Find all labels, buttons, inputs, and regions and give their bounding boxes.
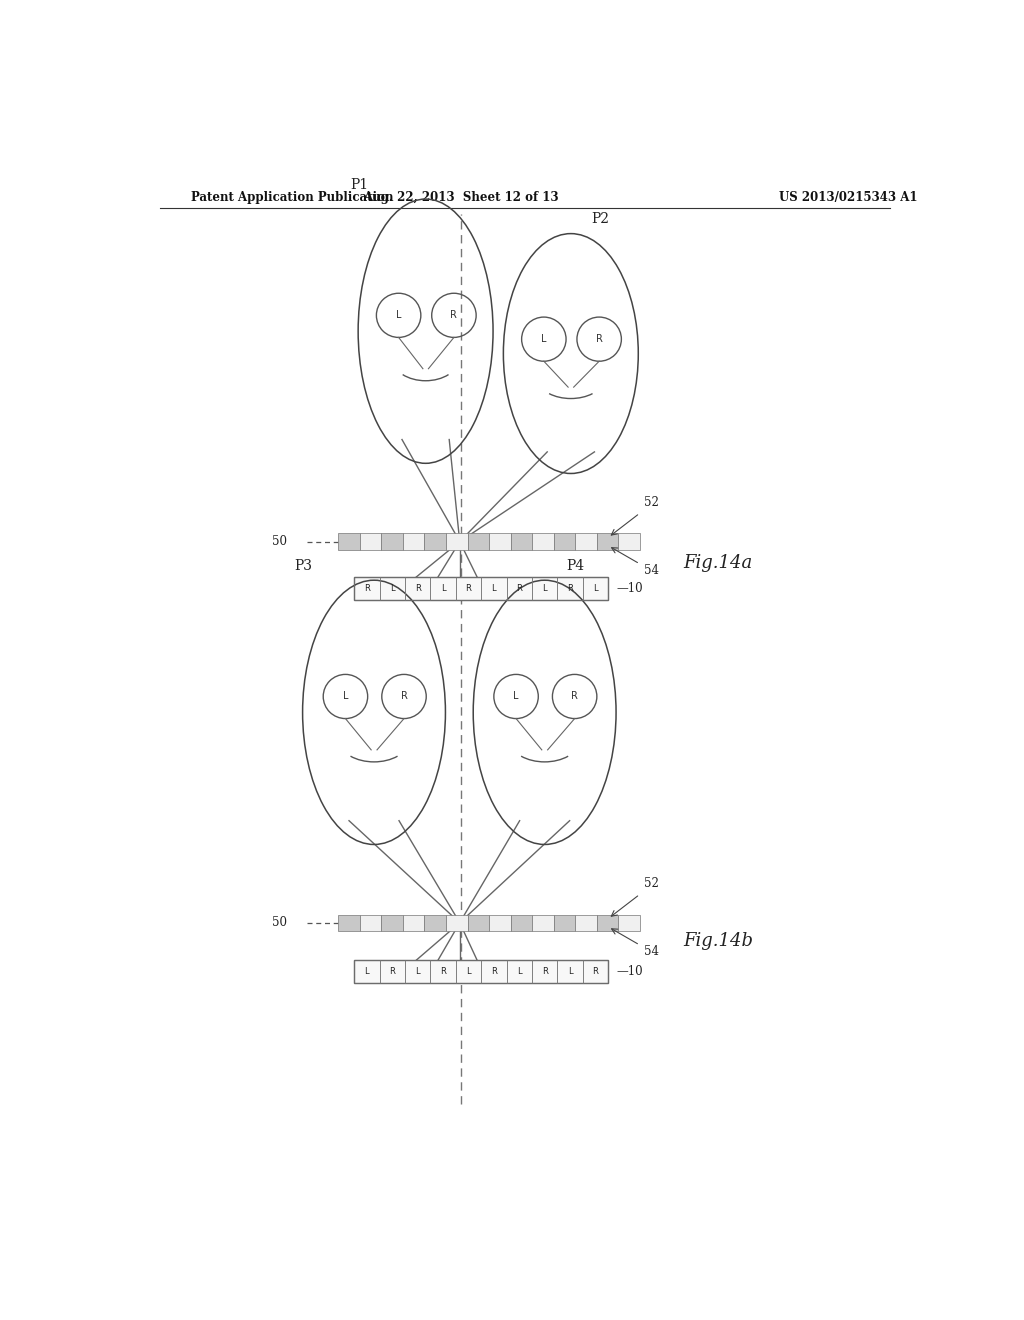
Bar — [359, 533, 381, 549]
Bar — [354, 577, 608, 599]
Bar — [381, 533, 402, 549]
Bar — [354, 577, 380, 599]
Text: P2: P2 — [591, 213, 609, 227]
Bar — [481, 961, 507, 982]
Text: L: L — [440, 583, 445, 593]
Bar — [575, 915, 597, 931]
Bar — [446, 533, 468, 549]
Text: R: R — [542, 968, 548, 975]
Text: —10: —10 — [616, 965, 643, 978]
Bar — [532, 533, 554, 549]
Text: R: R — [567, 583, 573, 593]
Bar — [481, 577, 507, 599]
Bar — [456, 577, 481, 599]
Text: L: L — [396, 310, 401, 321]
Text: R: R — [571, 692, 579, 701]
Bar — [402, 533, 425, 549]
Text: R: R — [415, 583, 421, 593]
Bar — [404, 577, 430, 599]
Bar — [359, 915, 381, 931]
Bar — [597, 533, 618, 549]
Text: P1: P1 — [350, 178, 369, 191]
Text: L: L — [416, 968, 420, 975]
Bar — [511, 533, 532, 549]
Text: L: L — [567, 968, 572, 975]
Bar — [618, 915, 640, 931]
Bar — [531, 961, 557, 982]
Text: L: L — [543, 583, 547, 593]
Bar — [381, 915, 402, 931]
Text: 50: 50 — [271, 535, 287, 548]
Text: P4: P4 — [566, 560, 585, 573]
Bar — [430, 961, 456, 982]
Text: R: R — [490, 968, 497, 975]
Text: L: L — [466, 968, 471, 975]
Text: 54: 54 — [644, 564, 658, 577]
Bar — [489, 915, 511, 931]
Bar — [618, 533, 640, 549]
Text: R: R — [440, 968, 446, 975]
Bar — [338, 533, 359, 549]
Bar — [456, 961, 481, 982]
Bar — [354, 961, 380, 982]
Bar — [583, 961, 608, 982]
Text: R: R — [364, 583, 370, 593]
Bar — [507, 577, 531, 599]
Text: Fig.14a: Fig.14a — [684, 554, 753, 572]
Text: L: L — [593, 583, 598, 593]
Text: R: R — [593, 968, 598, 975]
Text: L: L — [343, 692, 348, 701]
Bar — [575, 533, 597, 549]
Text: L: L — [513, 692, 519, 701]
Bar — [597, 915, 618, 931]
Bar — [531, 577, 557, 599]
Bar — [554, 915, 575, 931]
Bar — [402, 915, 425, 931]
Bar — [380, 961, 404, 982]
Text: Fig.14b: Fig.14b — [684, 932, 754, 950]
Bar — [532, 915, 554, 931]
Bar — [507, 961, 531, 982]
Text: R: R — [596, 334, 602, 345]
Bar — [430, 577, 456, 599]
Text: R: R — [516, 583, 522, 593]
Text: 54: 54 — [644, 945, 658, 958]
Text: —10: —10 — [616, 582, 643, 595]
Bar — [554, 533, 575, 549]
Text: L: L — [390, 583, 394, 593]
Text: L: L — [517, 968, 521, 975]
Bar — [557, 961, 583, 982]
Text: 50: 50 — [271, 916, 287, 929]
Text: R: R — [466, 583, 471, 593]
Text: L: L — [365, 968, 370, 975]
Bar — [583, 577, 608, 599]
Bar — [489, 533, 511, 549]
Text: Patent Application Publication: Patent Application Publication — [191, 190, 394, 203]
Text: R: R — [389, 968, 395, 975]
Bar — [425, 533, 446, 549]
Text: L: L — [541, 334, 547, 345]
Text: 52: 52 — [644, 496, 658, 510]
Bar — [468, 533, 489, 549]
Text: Aug. 22, 2013  Sheet 12 of 13: Aug. 22, 2013 Sheet 12 of 13 — [364, 190, 559, 203]
Text: R: R — [400, 692, 408, 701]
Bar — [468, 915, 489, 931]
Bar — [557, 577, 583, 599]
Bar — [425, 915, 446, 931]
Text: L: L — [492, 583, 497, 593]
Text: US 2013/0215343 A1: US 2013/0215343 A1 — [778, 190, 918, 203]
Text: P3: P3 — [295, 560, 312, 573]
Text: 52: 52 — [644, 878, 658, 890]
Bar — [446, 915, 468, 931]
Bar — [380, 577, 404, 599]
Bar — [511, 915, 532, 931]
Bar — [338, 915, 359, 931]
Text: R: R — [451, 310, 458, 321]
Bar — [404, 961, 430, 982]
Bar — [354, 961, 608, 982]
